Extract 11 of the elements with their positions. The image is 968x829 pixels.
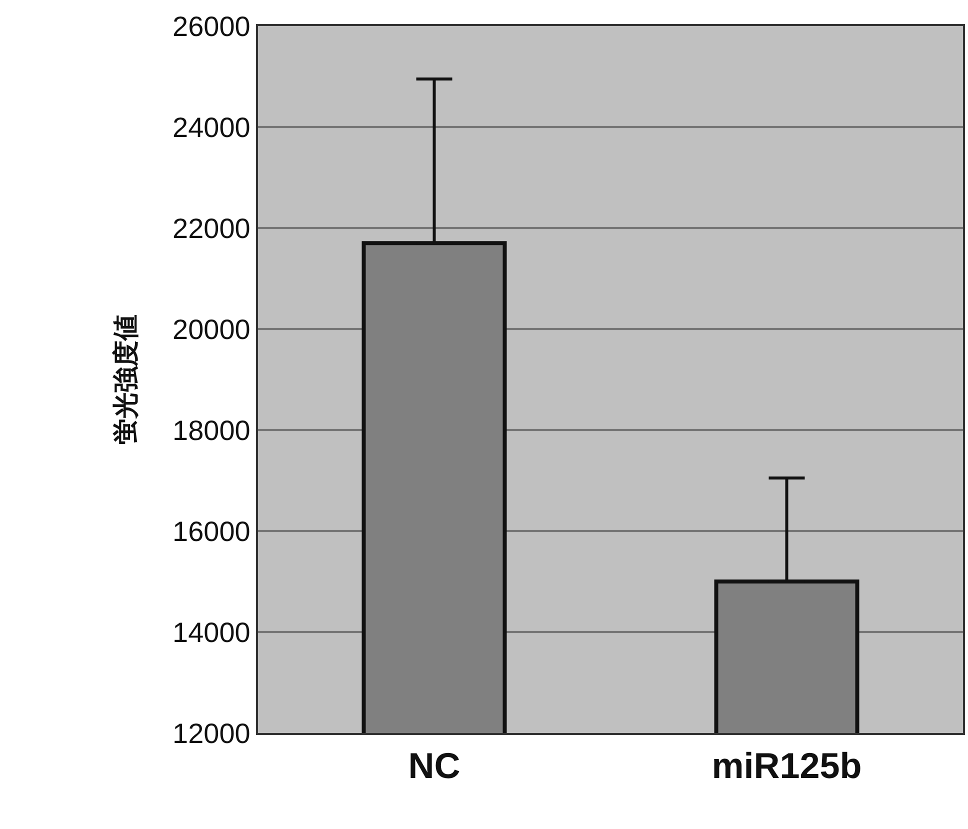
y-tick-label: 26000 bbox=[172, 10, 250, 42]
x-tick-label: NC bbox=[408, 745, 460, 786]
y-tick-label: 12000 bbox=[172, 718, 250, 749]
y-tick-label: 22000 bbox=[172, 212, 250, 244]
y-tick-label: 16000 bbox=[172, 516, 250, 547]
y-tick-label: 18000 bbox=[172, 414, 250, 446]
y-tick-label: 20000 bbox=[172, 314, 250, 345]
y-tick-label: 24000 bbox=[172, 112, 250, 143]
y-tick-label: 14000 bbox=[172, 616, 250, 648]
y-axis-title: 蛍光強度値 bbox=[111, 314, 142, 444]
x-tick-label: miR125b bbox=[712, 745, 862, 786]
